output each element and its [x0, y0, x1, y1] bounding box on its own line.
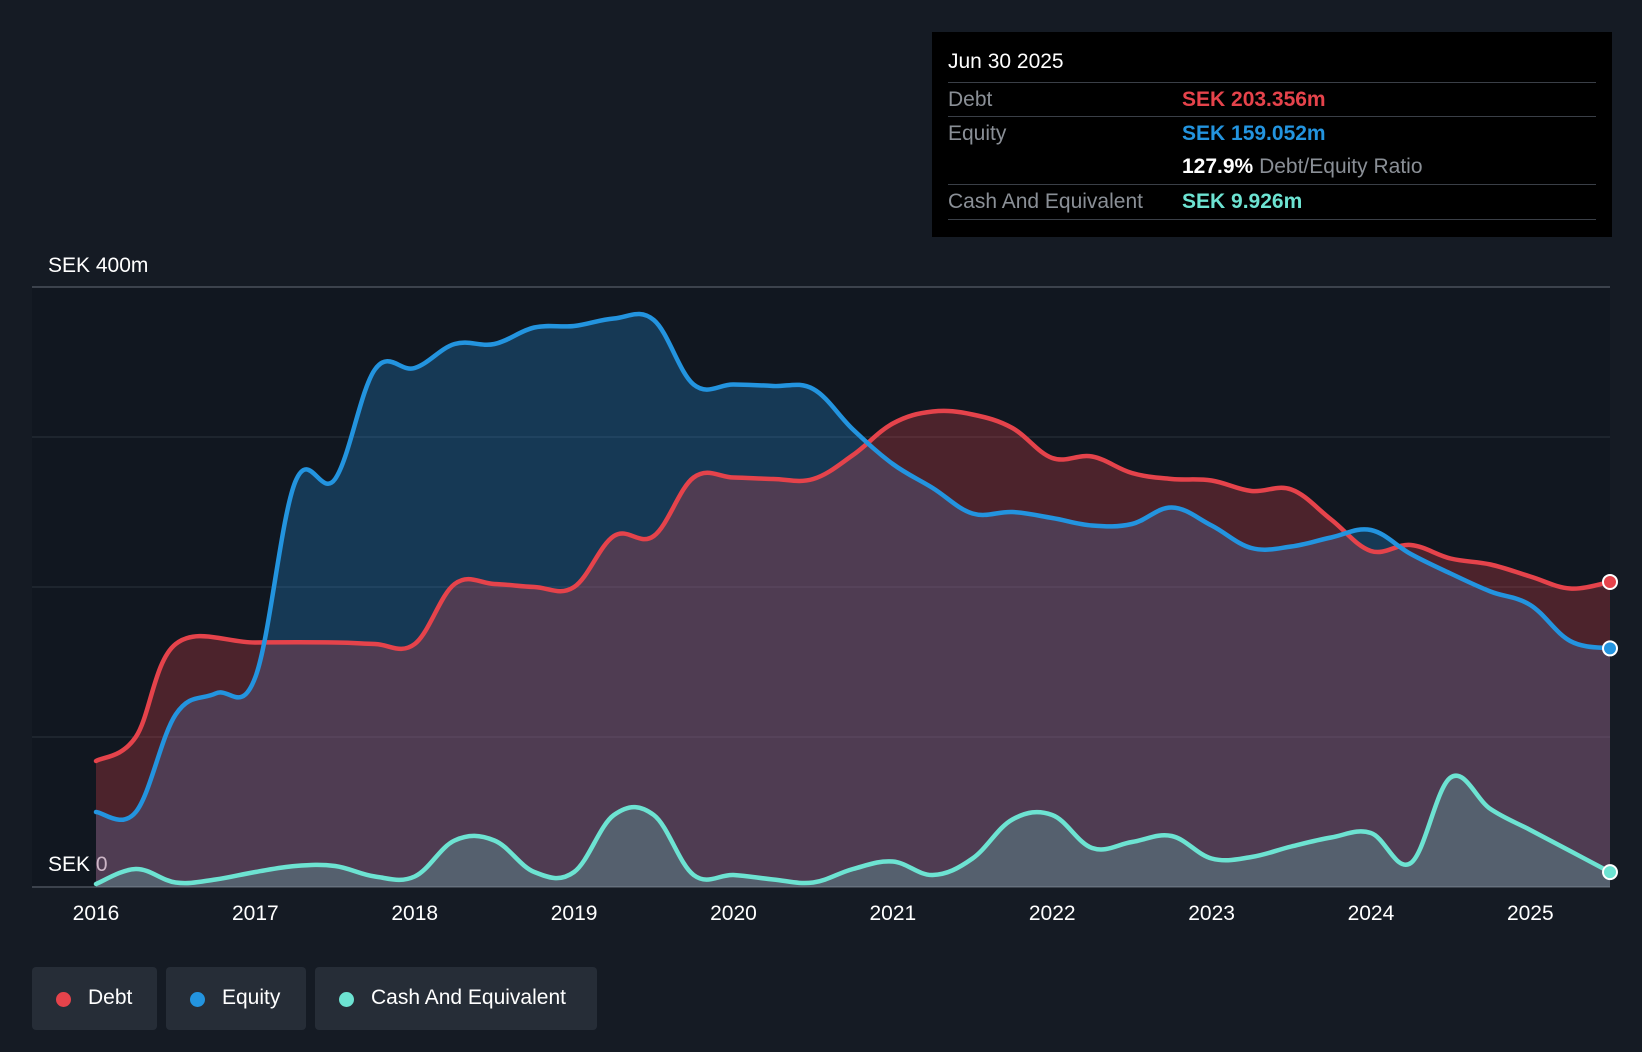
- tooltip-equity-label: Equity: [948, 122, 1007, 145]
- tooltip-row-ratio: 127.9% Debt/Equity Ratio: [948, 150, 1596, 184]
- tooltip-debt-value: SEK 203.356m: [1182, 88, 1326, 111]
- cash-line: [93, 773, 1613, 887]
- cash-end-marker: [1602, 864, 1618, 881]
- tooltip-date: Jun 30 2025: [948, 50, 1064, 73]
- x-tick-label-2023: 2023: [1188, 902, 1235, 925]
- x-tick-label-2021: 2021: [869, 902, 916, 925]
- tooltip-debt-label: Debt: [948, 88, 993, 111]
- x-tick-label-2024: 2024: [1348, 902, 1395, 925]
- debt-line: [93, 408, 1613, 764]
- x-tick-label-2020: 2020: [710, 902, 757, 925]
- x-tick-label-2016: 2016: [73, 902, 120, 925]
- tooltip-cash-label: Cash And Equivalent: [948, 190, 1143, 213]
- legend-item-cash[interactable]: Cash And Equivalent: [315, 967, 597, 1030]
- tooltip-ratio-label: Debt/Equity Ratio: [1259, 155, 1423, 178]
- x-tick-label-2018: 2018: [391, 902, 438, 925]
- tooltip-ratio: 127.9% Debt/Equity Ratio: [1182, 155, 1423, 179]
- tooltip-row-debt: Debt SEK 203.356m: [948, 82, 1596, 117]
- debt-dot-icon: [56, 992, 71, 1007]
- equity-end-marker: [1602, 640, 1618, 657]
- tooltip-equity-value: SEK 159.052m: [1182, 122, 1326, 145]
- tooltip-row-cash: Cash And Equivalent SEK 9.926m: [948, 184, 1596, 220]
- legend-label-debt: Debt: [88, 986, 133, 1009]
- cash-area: [96, 775, 1610, 887]
- legend-label-cash: Cash And Equivalent: [371, 986, 566, 1009]
- tooltip-ratio-value: 127.9%: [1182, 155, 1254, 178]
- tooltip-panel: Jun 30 2025 Debt SEK 203.356m Equity SEK…: [932, 32, 1612, 237]
- tooltip-row-equity: Equity SEK 159.052m: [948, 116, 1596, 151]
- y-axis-top-label: SEK 400m: [48, 254, 148, 277]
- debt-area: [96, 410, 1610, 887]
- cash-dot-icon: [339, 992, 354, 1007]
- x-tick-label-2017: 2017: [232, 902, 279, 925]
- equity-dot-icon: [190, 992, 205, 1007]
- equity-line: [93, 311, 1613, 822]
- y-axis-bottom-label: SEK 0: [48, 853, 108, 876]
- legend-item-equity[interactable]: Equity: [166, 967, 306, 1030]
- legend-label-equity: Equity: [222, 986, 281, 1009]
- x-tick-label-2019: 2019: [551, 902, 598, 925]
- tooltip-cash-value: SEK 9.926m: [1182, 190, 1303, 213]
- x-tick-label-2025: 2025: [1507, 902, 1554, 925]
- equity-area: [96, 314, 1610, 887]
- debt-end-marker: [1602, 573, 1618, 590]
- legend-item-debt[interactable]: Debt: [32, 967, 157, 1030]
- x-tick-label-2022: 2022: [1029, 902, 1076, 925]
